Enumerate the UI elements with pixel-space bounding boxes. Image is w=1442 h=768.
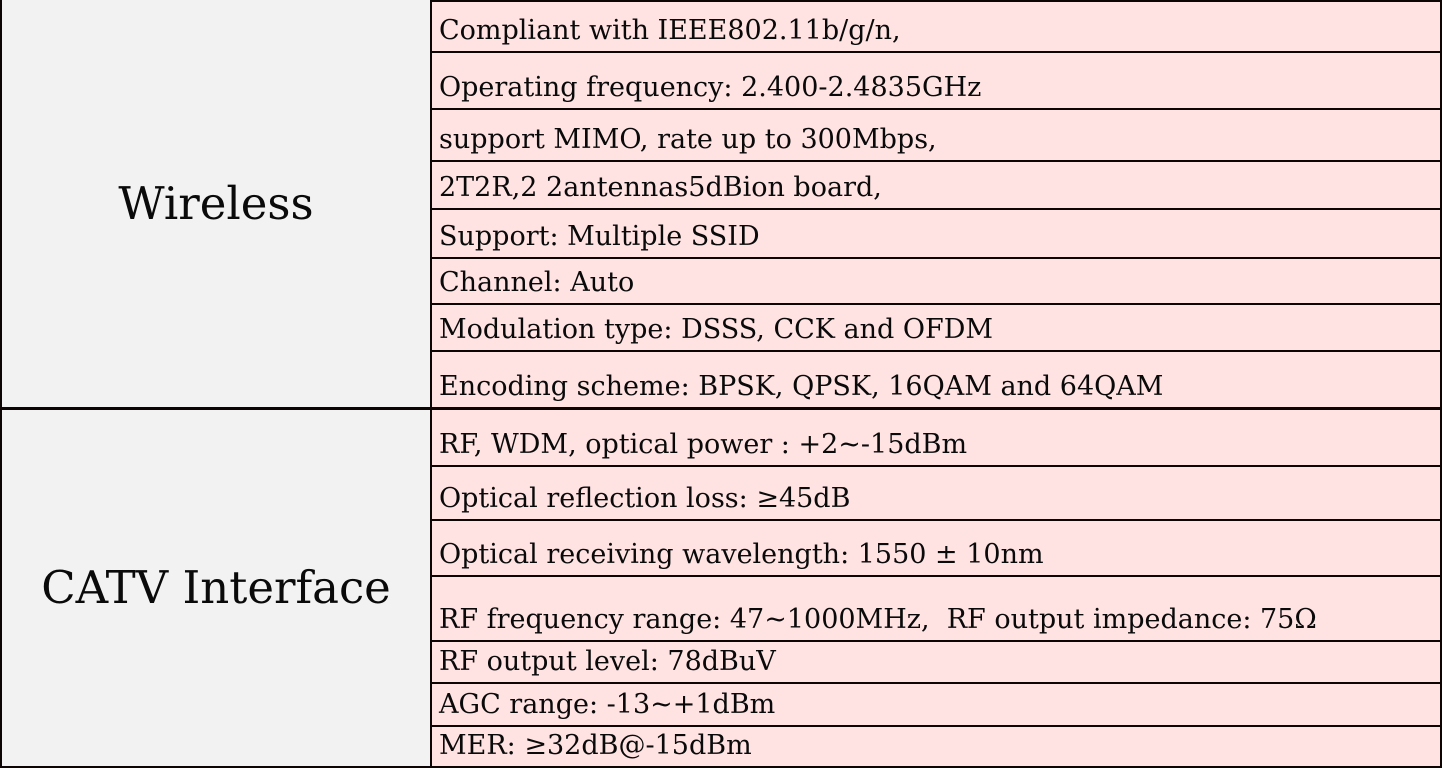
section-label-catv-interface: CATV Interface bbox=[2, 410, 432, 766]
spec-row: Compliant with IEEE802.11b/g/n, bbox=[432, 0, 1440, 51]
catv-rows: RF, WDM, optical power : +2~-15dBm Optic… bbox=[432, 410, 1440, 766]
spec-row: RF frequency range: 47~1000MHz, RF outpu… bbox=[432, 575, 1440, 640]
spec-row: RF output level: 78dBuV bbox=[432, 640, 1440, 682]
spec-row: RF, WDM, optical power : +2~-15dBm bbox=[432, 410, 1440, 465]
section-catv-interface: CATV Interface RF, WDM, optical power : … bbox=[2, 407, 1440, 766]
spec-row: Optical reflection loss: ≥45dB bbox=[432, 465, 1440, 519]
spec-row: Optical receiving wavelength: 1550 ± 10n… bbox=[432, 519, 1440, 575]
section-wireless: Wireless Compliant with IEEE802.11b/g/n,… bbox=[2, 0, 1440, 407]
wireless-rows: Compliant with IEEE802.11b/g/n, Operatin… bbox=[432, 0, 1440, 407]
spec-row: 2T2R,2 2antennas5dBion board, bbox=[432, 160, 1440, 208]
section-label-wireless: Wireless bbox=[2, 0, 432, 407]
spec-row: support MIMO, rate up to 300Mbps, bbox=[432, 108, 1440, 160]
spec-row: Operating frequency: 2.400-2.4835GHz bbox=[432, 51, 1440, 108]
spec-row: Support: Multiple SSID bbox=[432, 208, 1440, 257]
spec-row: Modulation type: DSSS, CCK and OFDM bbox=[432, 303, 1440, 350]
spec-row: Encoding scheme: BPSK, QPSK, 16QAM and 6… bbox=[432, 350, 1440, 407]
spec-row: MER: ≥32dB@-15dBm bbox=[432, 725, 1440, 766]
spec-row: AGC range: -13~+1dBm bbox=[432, 682, 1440, 725]
spec-row: Channel: Auto bbox=[432, 257, 1440, 303]
